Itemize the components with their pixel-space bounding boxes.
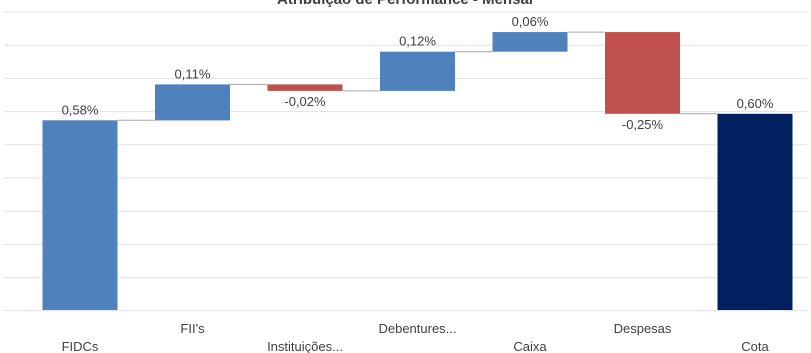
data-label-3: 0,12% bbox=[399, 34, 436, 49]
data-label-0: 0,58% bbox=[62, 102, 99, 117]
bar-1 bbox=[155, 84, 230, 121]
data-label-1: 0,11% bbox=[175, 66, 211, 81]
data-label-4: 0,06% bbox=[512, 14, 549, 29]
gridlines bbox=[4, 11, 807, 312]
data-label-2: -0,02% bbox=[284, 94, 326, 109]
category-label-3: Debentures... bbox=[378, 321, 456, 336]
category-label-1: FII's bbox=[180, 321, 205, 336]
bar-4 bbox=[492, 32, 568, 52]
connectors bbox=[117, 31, 718, 121]
bar-2 bbox=[267, 84, 343, 91]
bar-0 bbox=[42, 120, 118, 310]
category-axis: FIDCs FII's Instituições... Debentures... Ca… bbox=[62, 321, 770, 353]
data-label-6: 0,60% bbox=[737, 96, 774, 111]
category-label-2: Instituições... bbox=[267, 339, 343, 353]
data-labels: 0,58% 0,11% -0,02% 0,12% 0,06% -0,25% 0,60% bbox=[62, 14, 774, 132]
chart-title: Atribuição de Performance - Mensal bbox=[277, 0, 533, 8]
category-label-4: Caixa bbox=[513, 339, 547, 353]
category-label-6: Cota bbox=[741, 339, 769, 353]
category-label-0: FIDCs bbox=[62, 339, 99, 353]
bar-5 bbox=[605, 32, 680, 114]
bar-3 bbox=[380, 51, 455, 91]
bar-6 bbox=[717, 113, 793, 310]
bars bbox=[42, 32, 793, 310]
category-label-5: Despesas bbox=[614, 321, 672, 336]
data-label-5: -0,25% bbox=[622, 117, 664, 132]
